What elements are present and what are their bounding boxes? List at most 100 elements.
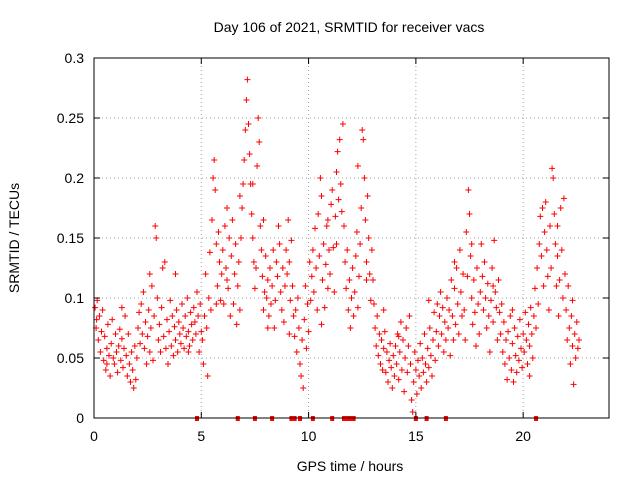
data-point — [284, 271, 291, 277]
data-point — [371, 301, 377, 307]
data-point — [364, 193, 371, 199]
data-point — [172, 271, 179, 277]
data-point — [438, 331, 445, 337]
data-point — [92, 304, 99, 311]
data-point — [419, 355, 426, 361]
data-point — [264, 325, 271, 331]
data-point — [335, 196, 342, 203]
data-point — [570, 381, 577, 388]
data-point — [452, 321, 459, 328]
data-point — [254, 163, 261, 169]
data-point — [434, 301, 441, 307]
data-point — [347, 325, 354, 331]
data-point — [437, 289, 444, 295]
data-point — [337, 181, 344, 187]
data-point — [418, 385, 425, 391]
data-point — [171, 323, 178, 330]
data-point — [185, 349, 192, 355]
data-point — [396, 349, 403, 355]
data-point — [422, 361, 429, 367]
data-point — [465, 187, 472, 193]
data-point — [526, 373, 533, 379]
data-point — [97, 349, 104, 355]
data-point — [157, 349, 164, 355]
data-point — [519, 364, 526, 371]
data-point — [96, 313, 103, 319]
x-tick-label: 0 — [90, 428, 98, 444]
data-point — [233, 321, 240, 328]
data-point — [489, 265, 496, 271]
data-point — [93, 316, 100, 323]
data-point — [496, 309, 503, 316]
data-point — [259, 273, 266, 280]
data-point — [403, 325, 410, 331]
data-point — [290, 313, 297, 319]
data-point — [333, 169, 340, 175]
data-point — [390, 352, 397, 359]
y-tick-label: 0.15 — [57, 230, 84, 246]
data-point — [253, 265, 259, 271]
data-point — [100, 357, 107, 364]
data-point — [547, 223, 553, 229]
data-point — [332, 213, 339, 220]
data-point — [553, 283, 560, 289]
data-point — [442, 337, 449, 343]
data-point — [268, 301, 274, 307]
data-point — [196, 349, 203, 355]
data-point — [404, 369, 411, 376]
data-point — [194, 289, 200, 295]
data-point — [451, 285, 458, 292]
data-point — [175, 319, 182, 325]
data-point — [341, 223, 347, 229]
data-point — [308, 273, 315, 280]
data-point — [549, 165, 556, 172]
data-point — [108, 340, 115, 347]
data-point — [409, 409, 416, 415]
data-point — [318, 193, 325, 199]
data-point — [516, 316, 523, 323]
data-point — [564, 337, 571, 343]
data-point — [469, 321, 476, 328]
data-point — [367, 297, 374, 304]
data-point — [169, 313, 176, 319]
data-point — [162, 345, 169, 352]
data-point — [557, 205, 564, 211]
data-point — [410, 379, 417, 385]
data-point — [248, 211, 255, 217]
data-point — [231, 271, 238, 277]
data-point — [362, 217, 369, 223]
data-point — [256, 139, 263, 145]
data-point — [111, 361, 118, 367]
data-point — [455, 331, 462, 337]
data-point — [110, 355, 117, 361]
data-point — [385, 379, 391, 385]
data-point — [415, 357, 421, 364]
data-point — [315, 211, 322, 217]
data-point — [530, 313, 537, 319]
data-point — [427, 352, 434, 359]
data-point — [181, 345, 188, 352]
data-point — [109, 316, 116, 323]
data-point — [560, 195, 567, 202]
data-point — [447, 352, 454, 359]
data-point — [264, 277, 271, 283]
data-point — [480, 307, 487, 313]
data-point — [147, 325, 154, 331]
data-point — [292, 307, 299, 313]
data-point — [316, 253, 323, 259]
data-point — [468, 241, 475, 247]
data-point — [408, 397, 415, 403]
data-point — [526, 343, 533, 349]
data-point — [459, 313, 465, 319]
data-point — [205, 295, 212, 301]
data-point — [121, 345, 127, 352]
data-point — [287, 297, 294, 304]
data-point — [486, 349, 493, 355]
data-point — [246, 151, 253, 157]
data-point — [350, 313, 357, 319]
data-point — [509, 307, 516, 313]
data-point — [343, 285, 350, 292]
data-point — [251, 285, 258, 292]
data-point — [220, 301, 227, 307]
data-point — [176, 331, 183, 337]
